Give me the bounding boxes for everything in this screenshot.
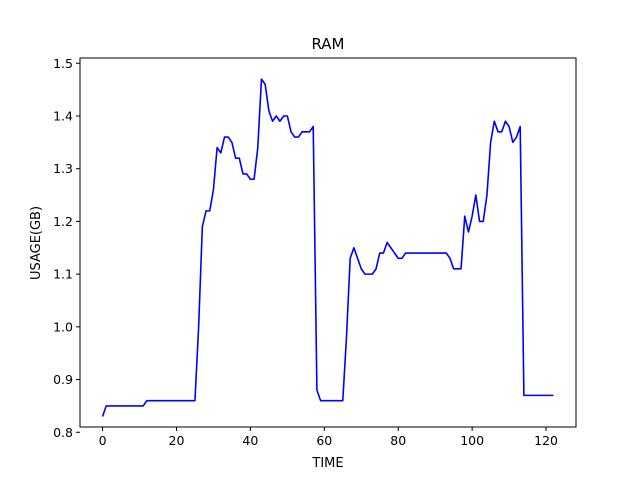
plot-area: 0 20 40 60 80 100 120 0.8 0.9 1.0 1.1 1.2 1.3 1.4 1.5 <box>53 56 577 448</box>
series-line-0 <box>101 78 554 417</box>
y-tick-label: 1.4 <box>53 108 73 123</box>
chart-title: RAM <box>311 35 344 53</box>
x-tick-label: 120 <box>534 433 558 448</box>
y-tick-label: 1.2 <box>53 214 73 229</box>
x-tick-label: 40 <box>242 433 258 448</box>
y-axis-label: USAGE(GB) <box>29 206 44 280</box>
x-tick-label: 60 <box>316 433 332 448</box>
y-tick-label: 1.5 <box>53 56 73 71</box>
y-tick-label: 1.0 <box>53 319 73 334</box>
plot-frame <box>79 57 577 428</box>
x-tick-label: 100 <box>460 433 484 448</box>
x-tick-label: 0 <box>99 433 107 448</box>
x-axis-label: TIME <box>311 456 343 471</box>
y-tick-label: 1.3 <box>53 161 73 176</box>
y-tick-label: 1.1 <box>53 267 73 282</box>
x-tick-label: 20 <box>169 433 185 448</box>
x-tick-label: 80 <box>390 433 406 448</box>
y-tick-label: 0.9 <box>53 372 73 387</box>
y-tick-label: 0.8 <box>53 425 73 440</box>
